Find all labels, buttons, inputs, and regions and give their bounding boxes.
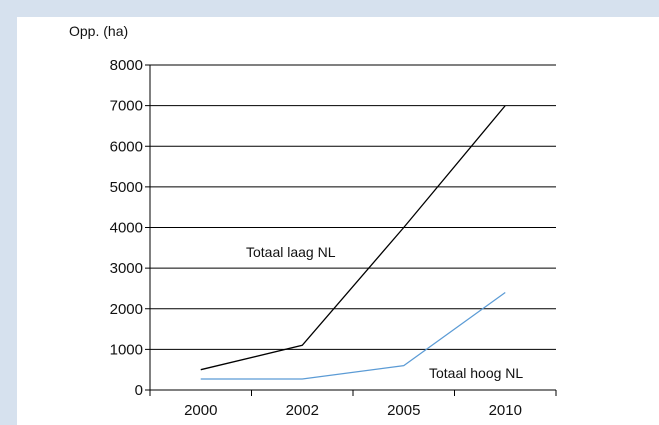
line-chart: Opp. (ha) 0 1000 2000 3000 4000 5000 6000 7000 8… bbox=[69, 23, 557, 419]
y-tick-label: 6000 bbox=[110, 138, 143, 155]
series-label-hoog: Totaal hoog NL bbox=[429, 365, 523, 381]
y-tick-label: 8000 bbox=[110, 57, 143, 74]
series-line-laag bbox=[200, 105, 506, 371]
series-lines bbox=[200, 105, 506, 380]
tick-labels: 0 1000 2000 3000 4000 5000 6000 7000 8000 2000 200… bbox=[110, 57, 522, 419]
x-tick-label: 2000 bbox=[184, 402, 217, 419]
y-tick-label: 0 bbox=[135, 382, 143, 399]
x-tick-label: 2010 bbox=[489, 402, 522, 419]
x-tick-label: 2002 bbox=[286, 402, 319, 419]
axes bbox=[145, 64, 557, 396]
y-tick-label: 5000 bbox=[110, 179, 143, 196]
series-label-laag: Totaal laag NL bbox=[246, 244, 336, 260]
y-axis-title: Opp. (ha) bbox=[69, 23, 128, 39]
series-line-hoog bbox=[200, 292, 506, 380]
y-tick-label: 4000 bbox=[110, 220, 143, 237]
y-tick-label: 7000 bbox=[110, 98, 143, 115]
x-tick-label: 2005 bbox=[387, 402, 420, 419]
y-tick-label: 2000 bbox=[110, 301, 143, 318]
gridlines bbox=[150, 64, 556, 350]
y-tick-label: 1000 bbox=[110, 341, 143, 358]
chart-panel: Opp. (ha) 0 1000 2000 3000 4000 5000 6000 7000 8… bbox=[17, 17, 659, 425]
y-tick-label: 3000 bbox=[110, 260, 143, 277]
